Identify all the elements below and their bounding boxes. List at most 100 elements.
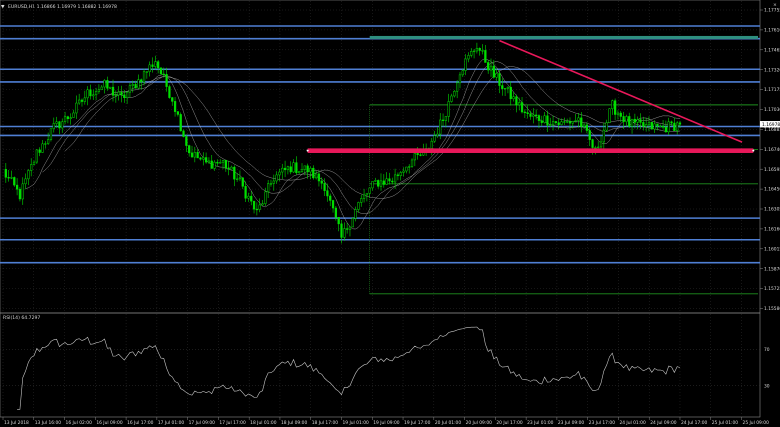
candle-body — [66, 116, 70, 119]
candle-body — [360, 198, 363, 203]
trend-line[interactable] — [499, 39, 743, 143]
drawn-objects[interactable] — [306, 35, 758, 153]
price-axis: 1.17755 1.17610 1.17465 1.17320 1.17175 1.170… — [760, 8, 780, 312]
candle-body — [461, 70, 464, 76]
candle-body — [314, 173, 318, 179]
candle-body — [207, 160, 211, 163]
price-pane[interactable] — [0, 0, 761, 314]
teal-zone[interactable] — [369, 35, 758, 39]
candle-body — [520, 102, 524, 113]
candle-body — [261, 203, 264, 206]
candle-body — [125, 91, 129, 99]
candle-body — [283, 167, 287, 171]
candle-body — [106, 80, 109, 89]
candle-body — [171, 97, 174, 102]
rsi-curve — [17, 326, 681, 410]
rsi-level-label: 30 — [764, 383, 770, 389]
candle-body — [75, 102, 78, 114]
candle-body — [86, 89, 89, 99]
candle-body — [255, 208, 258, 211]
candle-body — [566, 121, 569, 123]
candle-body — [647, 121, 651, 125]
candle-body — [58, 121, 61, 129]
candle-body — [399, 172, 402, 176]
candle-body — [645, 124, 648, 127]
candle-body — [374, 180, 377, 182]
candle-body — [109, 86, 112, 89]
candle-body — [188, 145, 191, 154]
candle-body — [501, 85, 504, 89]
candle-body — [134, 84, 137, 89]
candle-body — [120, 91, 123, 96]
candle-body — [250, 195, 253, 202]
candle-body — [275, 174, 278, 182]
candle-body — [193, 152, 196, 158]
candle-body — [21, 183, 24, 200]
candle-body — [159, 67, 163, 75]
price-tick-label: 1.15870 — [764, 266, 780, 272]
candle-body — [213, 161, 216, 169]
rsi-axis: 70 30 — [764, 347, 770, 389]
candle-body — [458, 74, 462, 84]
candle-body — [309, 167, 312, 173]
candle-body — [267, 183, 270, 193]
candle-body — [676, 122, 679, 131]
rsi-level-label: 70 — [764, 347, 770, 353]
candle-body — [393, 174, 397, 183]
time-tick-label: 25 Jul 09:00 — [743, 420, 770, 426]
candle-body — [47, 139, 50, 144]
candle-body — [306, 165, 309, 173]
support-zone-handle[interactable] — [306, 149, 309, 152]
candle-body — [278, 171, 281, 176]
candle-body — [252, 200, 256, 210]
candle-body — [241, 177, 244, 187]
candle-body — [475, 48, 479, 52]
candle-body — [388, 178, 391, 182]
candle-body — [131, 84, 134, 86]
price-tick-label: 1.16450 — [764, 187, 780, 193]
candle-body — [653, 123, 656, 130]
time-tick-label: 16 Jul 17:00 — [127, 420, 154, 426]
candle-body — [199, 157, 202, 160]
rsi-pane[interactable]: RSI(14) 64.7297 70 30 — [0, 312, 770, 418]
candle-body — [326, 190, 329, 197]
support-zone[interactable] — [307, 148, 754, 153]
candle-body — [585, 124, 589, 131]
candle-body — [495, 73, 498, 78]
candle-body — [630, 118, 634, 127]
candle-body — [179, 114, 182, 132]
candle-body — [35, 149, 38, 163]
time-tick-label: 17 Jul 01:00 — [158, 420, 185, 426]
candle-body — [317, 173, 321, 182]
candle-body — [396, 174, 400, 176]
candle-body — [464, 58, 467, 71]
time-tick-label: 25 Jul 01:00 — [712, 420, 739, 426]
candle-body — [441, 119, 445, 122]
time-tick-label: 24 Jul 01:00 — [619, 420, 646, 426]
candle-body — [227, 167, 230, 170]
candle-body — [80, 99, 84, 102]
candle-body — [619, 112, 622, 117]
support-zone-handle[interactable] — [752, 149, 755, 152]
candle-body — [154, 61, 157, 67]
candle-body — [216, 161, 219, 164]
time-tick-label: 19 Jul 17:00 — [404, 420, 431, 426]
price-tick-label: 1.17465 — [764, 47, 780, 53]
price-tick-label: 1.16015 — [764, 246, 780, 252]
candle-body — [329, 195, 332, 201]
candle-body — [656, 123, 659, 127]
candle-body — [633, 118, 636, 123]
rsi-title: RSI(14) 64.7297 — [3, 315, 40, 321]
close-icon[interactable]: × — [773, 2, 777, 8]
candle-body — [244, 186, 247, 199]
candle-body — [492, 65, 495, 78]
candle-body — [4, 169, 7, 178]
candle-body — [15, 184, 19, 190]
candle-body — [18, 188, 22, 200]
candle-body — [670, 121, 673, 124]
candle-body — [92, 94, 95, 97]
candle-body — [546, 115, 549, 126]
candle-body — [678, 122, 682, 125]
candle-body — [258, 204, 261, 210]
